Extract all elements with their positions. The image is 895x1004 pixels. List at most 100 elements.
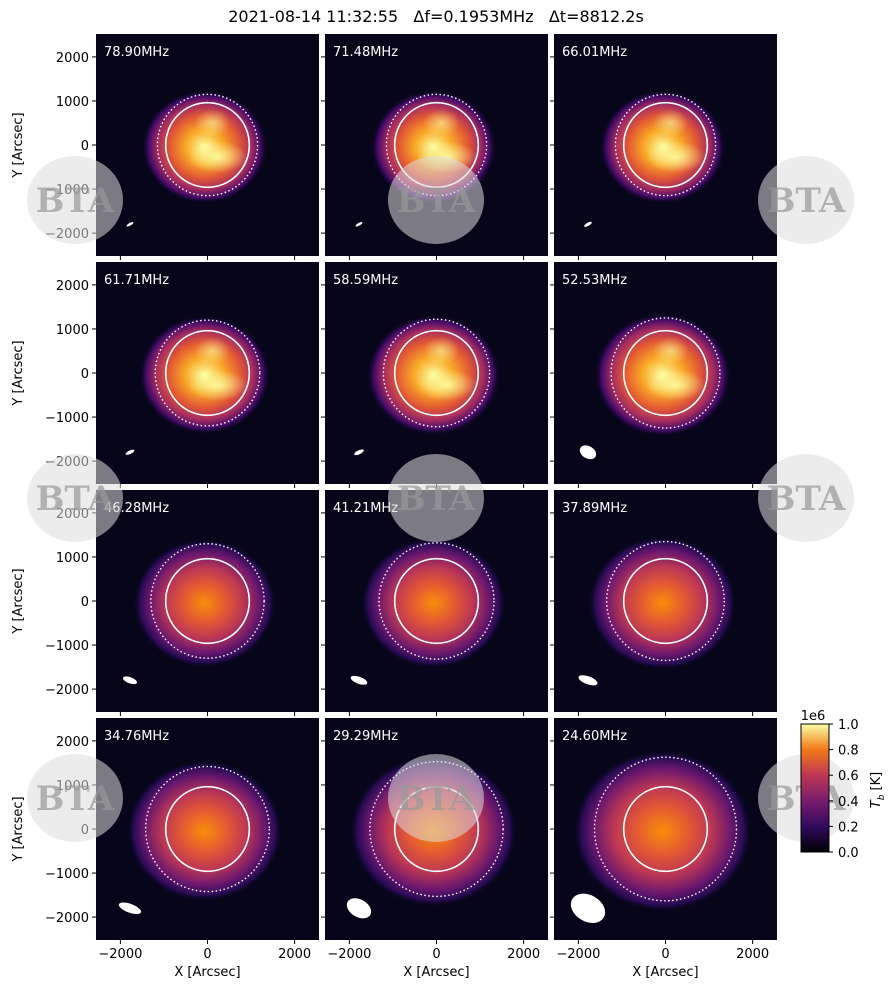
frequency-label: 61.71MHz bbox=[104, 273, 169, 288]
watermark: BTA bbox=[397, 779, 476, 819]
watermark: BTA bbox=[36, 181, 115, 221]
beam bbox=[578, 675, 598, 686]
colorbar-offset: 1e6 bbox=[801, 709, 826, 724]
y-tick-label: 1000 bbox=[56, 95, 89, 110]
watermark-badge bbox=[388, 156, 484, 244]
panel: 58.59MHz bbox=[325, 262, 548, 484]
y-tick-label: 0 bbox=[81, 139, 89, 154]
y-tick-label: 0 bbox=[81, 595, 89, 610]
y-tick-label: −1000 bbox=[45, 411, 89, 426]
x-tick-label: 2000 bbox=[507, 947, 540, 962]
y-axis-label: Y [Arcsec] bbox=[11, 340, 26, 406]
watermark-badge bbox=[758, 454, 854, 542]
beam bbox=[570, 893, 606, 923]
watermark-badge bbox=[27, 454, 123, 542]
frequency-label: 78.90MHz bbox=[104, 45, 169, 60]
y-tick-label: 2000 bbox=[56, 51, 89, 66]
watermark-badge bbox=[27, 754, 123, 842]
x-tick-label: 2000 bbox=[736, 947, 769, 962]
x-axis-label: X [Arcsec] bbox=[632, 965, 698, 980]
solar-disk bbox=[164, 557, 251, 645]
y-tick-label: −1000 bbox=[45, 867, 89, 882]
frequency-label: 29.29MHz bbox=[333, 729, 398, 744]
panel: 66.01MHz bbox=[554, 34, 777, 256]
colorbar-label-part: T bbox=[869, 799, 884, 808]
bright-spot bbox=[416, 369, 477, 401]
y-tick-label: 1000 bbox=[56, 551, 89, 566]
solar-disk bbox=[164, 785, 251, 873]
bright-spot bbox=[187, 141, 248, 173]
watermark-badge bbox=[27, 156, 123, 244]
panel: 61.71MHz bbox=[96, 262, 319, 484]
solar-disk bbox=[622, 329, 709, 417]
dotted-circle bbox=[378, 542, 495, 660]
panel: 34.76MHz bbox=[96, 718, 319, 940]
colorbar-tick-label: 0.0 bbox=[838, 846, 859, 861]
watermark: BTA bbox=[767, 181, 846, 221]
bright-spot bbox=[652, 337, 689, 365]
frequency-label: 58.59MHz bbox=[333, 273, 398, 288]
x-tick-label: −2000 bbox=[98, 947, 142, 962]
colorbar-tick-label: 0.8 bbox=[838, 744, 859, 759]
colorbar-label-part: b bbox=[877, 794, 887, 800]
frequency-label: 41.21MHz bbox=[333, 501, 398, 516]
y-tick-label: 2000 bbox=[56, 279, 89, 294]
beam bbox=[122, 676, 138, 685]
dotted-circle bbox=[593, 756, 738, 902]
beam bbox=[125, 449, 135, 455]
x-axis-label: X [Arcsec] bbox=[174, 965, 240, 980]
x-tick-label: 0 bbox=[432, 947, 440, 962]
colorbar-tick-label: 0.4 bbox=[838, 795, 859, 810]
frequency-label: 34.76MHz bbox=[104, 729, 169, 744]
frequency-label: 52.53MHz bbox=[562, 273, 627, 288]
watermark-badge bbox=[388, 754, 484, 842]
dotted-circle bbox=[156, 93, 259, 197]
y-tick-label: 1000 bbox=[56, 323, 89, 338]
colorbar-tick-label: 0.6 bbox=[838, 769, 859, 784]
colorbar bbox=[800, 723, 830, 853]
x-tick-label: −2000 bbox=[556, 947, 600, 962]
emission bbox=[127, 760, 282, 902]
y-tick-label: −1000 bbox=[45, 639, 89, 654]
dotted-circle bbox=[154, 319, 261, 427]
y-axis-label: Y [Arcsec] bbox=[11, 796, 26, 862]
y-tick-label: −2000 bbox=[45, 911, 89, 926]
watermark: BTA bbox=[397, 181, 476, 221]
panel: 24.60MHz bbox=[554, 718, 777, 940]
bright-spot bbox=[652, 109, 689, 137]
y-axis-label: Y [Arcsec] bbox=[11, 568, 26, 634]
bright-spot bbox=[194, 109, 231, 137]
panel: 46.28MHz bbox=[96, 490, 319, 712]
solar-disk bbox=[393, 329, 480, 417]
colorbar-label: Tb [K] bbox=[869, 772, 887, 808]
bright-spot bbox=[187, 369, 248, 401]
solar-disk bbox=[622, 785, 709, 873]
dotted-circle bbox=[382, 318, 491, 428]
beam bbox=[579, 445, 597, 460]
frequency-label: 66.01MHz bbox=[562, 45, 627, 60]
dotted-circle bbox=[369, 760, 504, 898]
beam bbox=[126, 222, 134, 227]
watermark-badge bbox=[758, 156, 854, 244]
y-tick-label: 2000 bbox=[56, 735, 89, 750]
bright-spot bbox=[423, 337, 460, 365]
dotted-circle bbox=[610, 317, 721, 429]
y-tick-label: −2000 bbox=[45, 683, 89, 698]
bright-spot bbox=[645, 369, 706, 401]
solar-disk bbox=[622, 557, 709, 645]
y-axis-label: Y [Arcsec] bbox=[11, 112, 26, 178]
frequency-label: 71.48MHz bbox=[333, 45, 398, 60]
emission bbox=[573, 750, 752, 912]
watermark: BTA bbox=[36, 779, 115, 819]
panel: 52.53MHz bbox=[554, 262, 777, 484]
dotted-circle bbox=[385, 93, 488, 197]
beam bbox=[584, 221, 592, 227]
emission bbox=[133, 538, 276, 668]
beam bbox=[346, 898, 372, 919]
colorbar-tick-label: 1.0 bbox=[838, 718, 859, 733]
colorbar-tick-label: 0.2 bbox=[838, 820, 859, 835]
bright-spot bbox=[423, 109, 460, 137]
beam bbox=[350, 675, 368, 685]
x-axis-label: X [Arcsec] bbox=[403, 965, 469, 980]
